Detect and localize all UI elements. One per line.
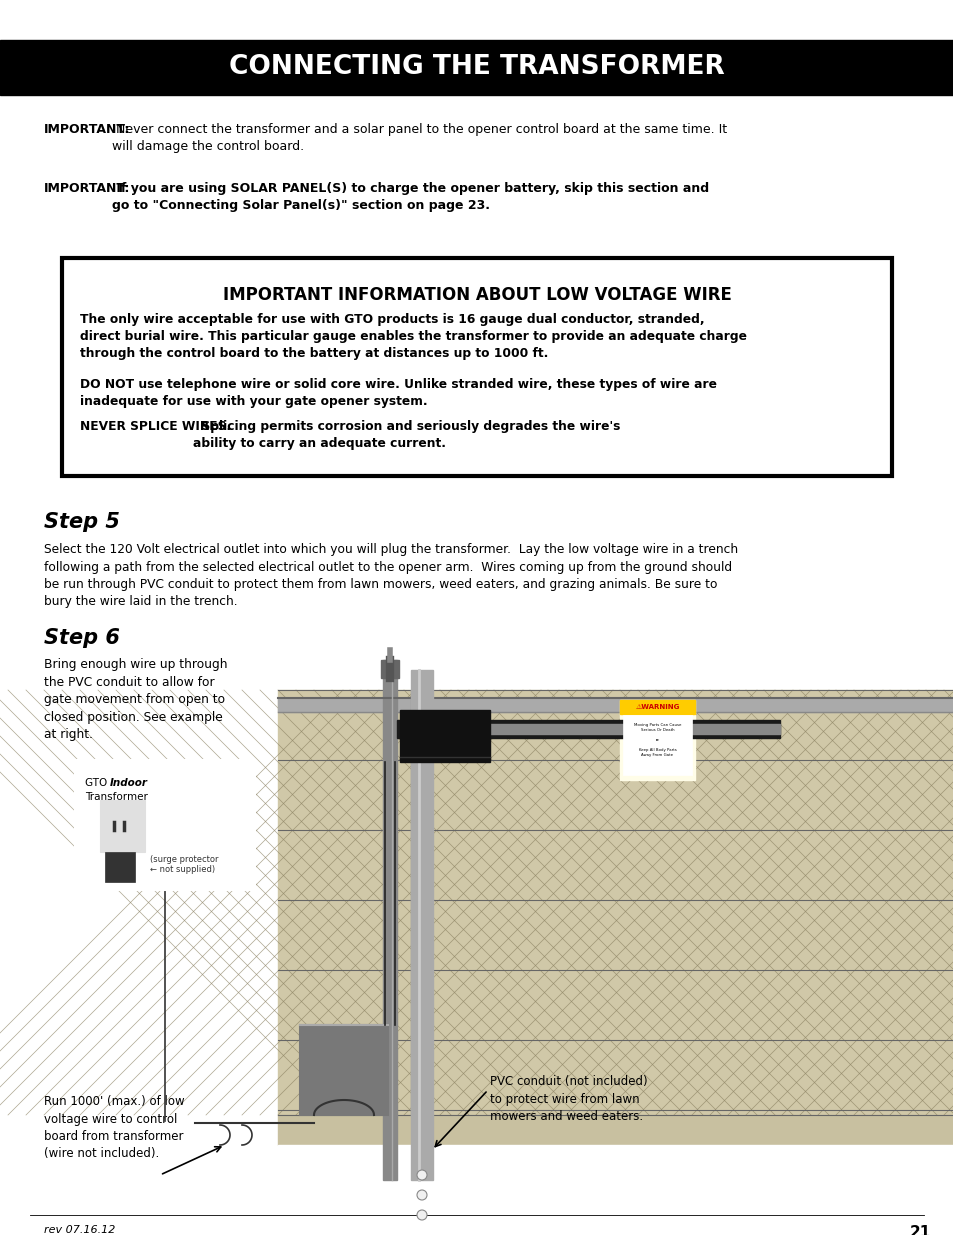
Text: The only wire acceptable for use with GTO products is 16 gauge dual conductor, s: The only wire acceptable for use with GT… xyxy=(80,312,746,359)
Bar xyxy=(0,40,953,95)
Circle shape xyxy=(416,1170,427,1179)
Text: Indoor: Indoor xyxy=(110,778,148,788)
Text: Moving Parts Can Cause
Serious Or Death

 ►

Keep All Body Parts
Away From Gate: Moving Parts Can Cause Serious Or Death … xyxy=(633,724,680,757)
Text: DO NOT use telephone wire or solid core wire. Unlike stranded wire, these types : DO NOT use telephone wire or solid core … xyxy=(80,378,717,408)
Text: IMPORTANT:: IMPORTANT: xyxy=(44,182,131,195)
Text: Select the 120 Volt electrical outlet into which you will plug the transformer. : Select the 120 Volt electrical outlet in… xyxy=(44,543,738,609)
Bar xyxy=(277,690,953,1115)
Bar xyxy=(399,710,490,762)
Text: Bring enough wire up through
the PVC conduit to allow for
gate movement from ope: Bring enough wire up through the PVC con… xyxy=(44,658,227,741)
Bar xyxy=(622,715,691,776)
Text: Step 5: Step 5 xyxy=(44,513,120,532)
Text: NEVER SPLICE WIRES.: NEVER SPLICE WIRES. xyxy=(80,420,231,433)
Bar xyxy=(277,698,953,713)
Bar xyxy=(380,659,398,678)
Text: IMPORTANT INFORMATION ABOUT LOW VOLTAGE WIRE: IMPORTANT INFORMATION ABOUT LOW VOLTAGE … xyxy=(222,287,731,304)
Text: Step 6: Step 6 xyxy=(44,629,120,648)
Bar xyxy=(75,760,254,890)
Text: Transformer: Transformer xyxy=(85,792,148,802)
Text: CONNECTING THE TRANSFORMER: CONNECTING THE TRANSFORMER xyxy=(229,54,724,80)
Bar xyxy=(277,1115,953,1145)
Bar xyxy=(100,800,145,852)
Bar xyxy=(411,690,418,1115)
Text: PVC conduit (not included)
to protect wire from lawn
mowers and weed eaters.: PVC conduit (not included) to protect wi… xyxy=(490,1074,647,1123)
Text: GTO: GTO xyxy=(85,778,111,788)
Bar xyxy=(490,724,780,734)
Bar xyxy=(619,700,695,781)
Text: rev 07.16.12: rev 07.16.12 xyxy=(44,1225,115,1235)
Bar xyxy=(299,1025,388,1115)
Bar xyxy=(62,258,891,475)
Circle shape xyxy=(416,1191,427,1200)
Text: Run 1000' (max.) of low
voltage wire to control
board from transformer
(wire not: Run 1000' (max.) of low voltage wire to … xyxy=(44,1095,185,1161)
Circle shape xyxy=(416,1210,427,1220)
Text: (surge protector
← not supplied): (surge protector ← not supplied) xyxy=(150,855,218,874)
Bar xyxy=(277,1145,953,1191)
Text: ⚠WARNING: ⚠WARNING xyxy=(635,704,679,710)
Text: If you are using SOLAR PANEL(S) to charge the opener battery, skip this section : If you are using SOLAR PANEL(S) to charg… xyxy=(112,182,708,212)
Bar xyxy=(396,720,780,739)
Bar xyxy=(619,700,695,714)
Bar xyxy=(411,671,433,1179)
Text: Splicing permits corrosion and seriously degrades the wire's
ability to carry an: Splicing permits corrosion and seriously… xyxy=(193,420,619,450)
Text: 21: 21 xyxy=(909,1225,930,1235)
Bar xyxy=(277,659,953,690)
Text: Never connect the transformer and a solar panel to the opener control board at t: Never connect the transformer and a sola… xyxy=(112,124,726,153)
Bar xyxy=(382,659,396,1179)
Bar xyxy=(105,852,135,882)
Text: IMPORTANT:: IMPORTANT: xyxy=(44,124,131,136)
